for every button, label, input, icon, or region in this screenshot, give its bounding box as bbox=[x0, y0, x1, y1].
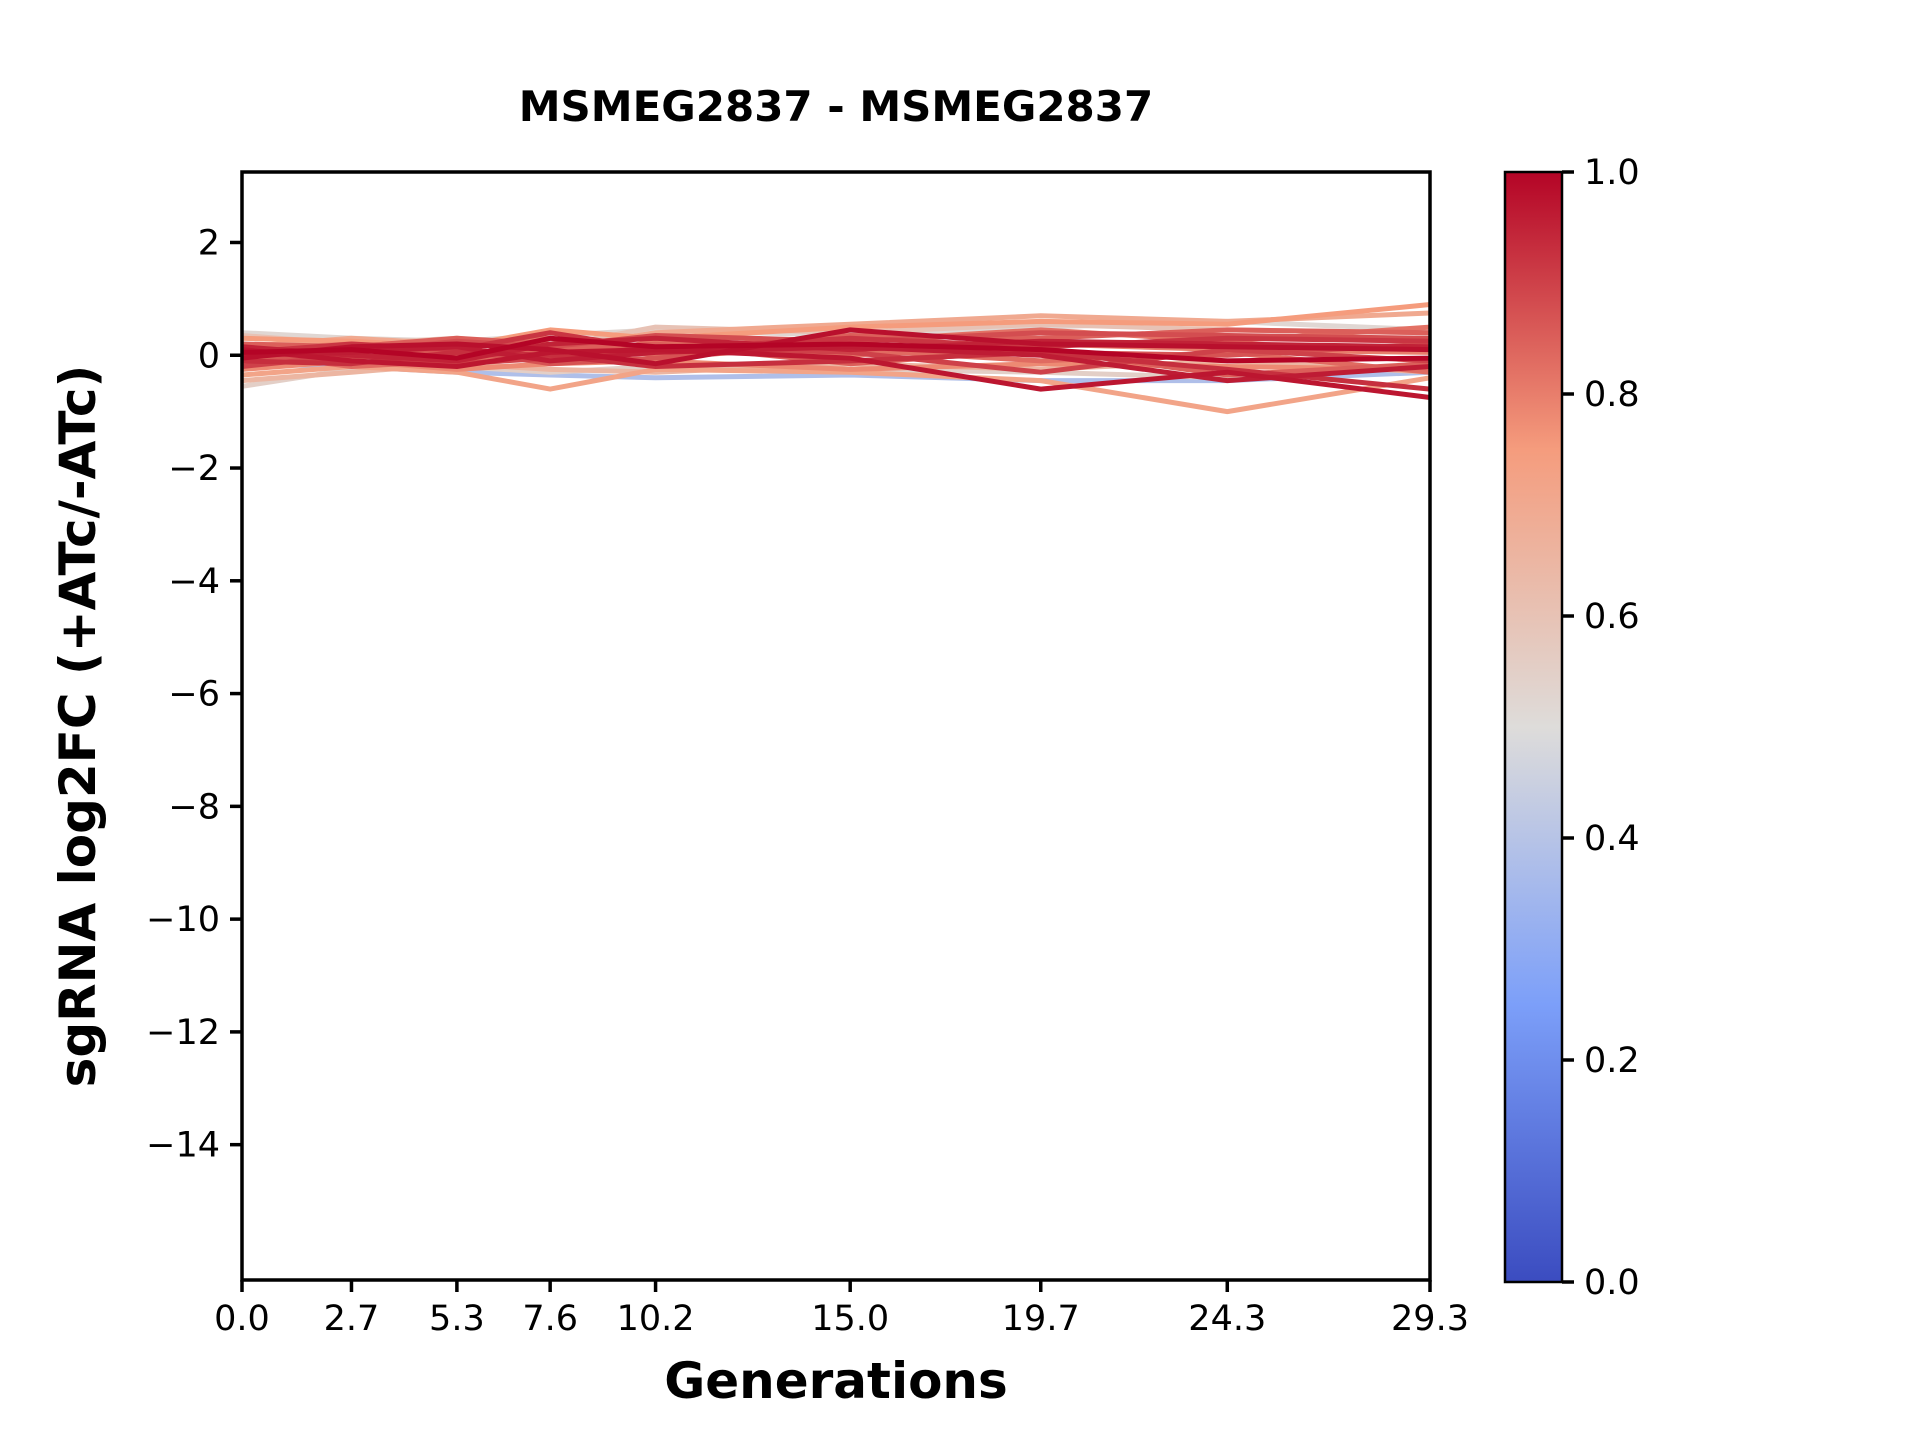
y-tick-label: −10 bbox=[146, 900, 220, 940]
sgrna-line bbox=[241, 347, 1431, 400]
x-tick-label: 0.0 bbox=[214, 1299, 270, 1339]
x-tick-label: 24.3 bbox=[1188, 1299, 1266, 1339]
colorbar-tick-label: 0.8 bbox=[1584, 375, 1640, 415]
y-tick-label: 2 bbox=[198, 223, 220, 263]
y-tick-label: −8 bbox=[168, 787, 220, 827]
y-tick-label: −14 bbox=[146, 1126, 220, 1166]
x-tick-label: 15.0 bbox=[811, 1299, 889, 1339]
sgrna-line bbox=[241, 335, 1431, 364]
x-tick-label: 10.2 bbox=[617, 1299, 695, 1339]
y-tick-label: −2 bbox=[168, 449, 220, 489]
x-tick-label: 5.3 bbox=[429, 1299, 485, 1339]
sgrna-line bbox=[241, 327, 1431, 367]
sgrna-line bbox=[241, 310, 1431, 353]
colorbar bbox=[1503, 170, 1564, 1284]
axes-frame bbox=[240, 170, 1432, 1282]
sgrna-line bbox=[241, 364, 1431, 415]
sgrna-line bbox=[241, 349, 1431, 392]
y-tick-label: −12 bbox=[146, 1013, 220, 1053]
x-tick-label: 19.7 bbox=[1002, 1299, 1080, 1339]
y-tick-label: −6 bbox=[168, 675, 220, 715]
x-tick-label: 7.6 bbox=[522, 1299, 578, 1339]
x-axis-label: Generations bbox=[664, 1352, 1008, 1410]
x-tick-label: 2.7 bbox=[324, 1299, 380, 1339]
x-tick-label: 29.3 bbox=[1391, 1299, 1469, 1339]
colorbar-tick-label: 0.4 bbox=[1584, 819, 1640, 859]
sgrna-line bbox=[241, 335, 1431, 364]
y-tick-label: 0 bbox=[198, 336, 220, 376]
y-tick-label: −4 bbox=[168, 562, 220, 602]
colorbar-tick-label: 0.2 bbox=[1584, 1041, 1640, 1081]
colorbar-tick-label: 0.0 bbox=[1584, 1263, 1640, 1303]
colorbar-tick-label: 1.0 bbox=[1584, 153, 1640, 193]
chart-title: MSMEG2837 - MSMEG2837 bbox=[518, 82, 1154, 131]
colorbar-tick-label: 0.6 bbox=[1584, 597, 1640, 637]
